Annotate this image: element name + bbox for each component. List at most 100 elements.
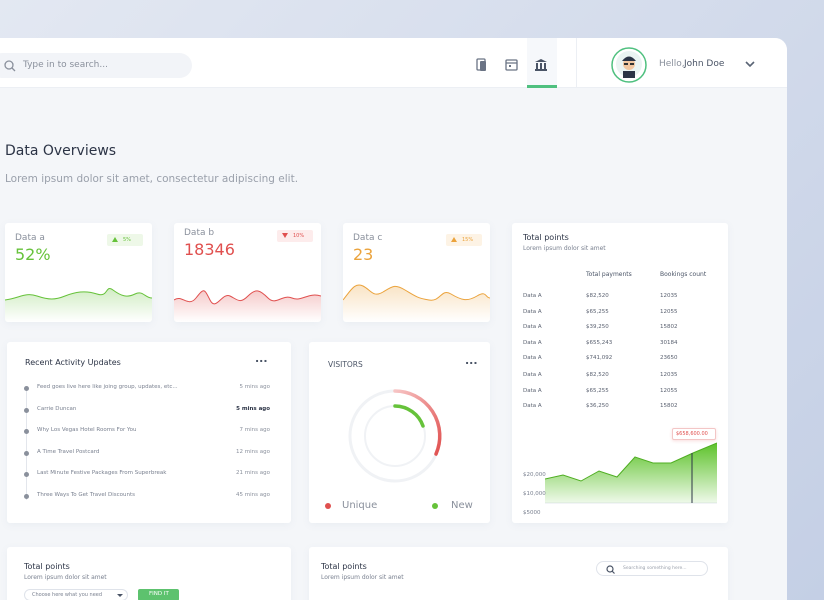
- search-box[interactable]: Searching something here...: [596, 561, 708, 576]
- stat-label: Data c: [353, 233, 383, 243]
- activity-text: Feed goes live here like joing group, up…: [37, 384, 178, 390]
- area-chart: [545, 442, 717, 504]
- card-subtitle: Lorem ipsum dolor sit amet: [321, 574, 404, 581]
- stat-card: Data b 18346 10%: [174, 223, 321, 322]
- table-cell: 12055: [660, 388, 678, 394]
- table-cell: 12035: [660, 372, 678, 378]
- table-cell: Data A: [523, 293, 542, 299]
- card-title: Recent Activity Updates: [25, 358, 121, 367]
- card-title: Total points: [523, 233, 569, 242]
- timeline-dot: [24, 386, 29, 391]
- visitors-card: VISITORS ... Unique New: [309, 342, 490, 523]
- legend-label: New: [451, 500, 473, 511]
- table-cell: Data A: [523, 403, 542, 409]
- table-cell: $82,520: [586, 372, 609, 378]
- y-axis-label: $10,000: [523, 490, 546, 497]
- change-value: 5%: [123, 237, 131, 243]
- activity-text: Why Los Vegas Hotel Rooms For You: [37, 427, 137, 433]
- select-text: Choose here what you need: [32, 592, 103, 598]
- timeline: [26, 388, 27, 500]
- search-icon: [4, 60, 16, 72]
- table-cell: 15802: [660, 324, 678, 330]
- divider: [576, 38, 577, 88]
- stat-card: Data c 23 15%: [343, 223, 490, 322]
- search-placeholder: Searching something here...: [623, 566, 687, 571]
- sparkline: [5, 288, 152, 322]
- activity-text: Last Minute Festive Packages From Superb…: [37, 470, 167, 476]
- table-cell: 15802: [660, 403, 678, 409]
- more-button[interactable]: ...: [255, 352, 268, 365]
- table-cell: Data A: [523, 324, 542, 330]
- total-points-card: Total points Lorem ipsum dolor sit amet …: [512, 223, 728, 523]
- table-cell: Data A: [523, 388, 542, 394]
- table-cell: 12035: [660, 293, 678, 299]
- table-cell: 30184: [660, 340, 678, 346]
- legend-label: Unique: [342, 500, 378, 511]
- select[interactable]: Choose here what you need: [24, 589, 128, 600]
- activity-time: 45 mins ago: [236, 491, 270, 498]
- column-header: Total payments: [586, 271, 632, 278]
- tooltip: $658,600.00: [672, 428, 716, 440]
- table-cell: $65,255: [586, 388, 609, 394]
- page-title: Data Overviews: [5, 143, 117, 159]
- find-button[interactable]: FIND IT: [138, 589, 179, 600]
- avatar[interactable]: [611, 47, 647, 83]
- y-axis-label: $20,000: [523, 472, 546, 478]
- total-points-card: Total points Lorem ipsum dolor sit amet …: [309, 547, 728, 600]
- timeline-dot: [24, 450, 29, 456]
- stat-value: 23: [353, 245, 374, 264]
- activity-time: 5 mins ago: [236, 405, 270, 412]
- sparkline: [174, 290, 321, 322]
- activity-time: 7 mins ago: [239, 427, 270, 433]
- card-title: Total points: [24, 562, 70, 571]
- search-box[interactable]: Type in to search...: [0, 53, 192, 78]
- card-title: Total points: [321, 562, 367, 571]
- timeline-dot: [24, 472, 29, 477]
- sparkline: [343, 284, 490, 322]
- button-label: FIND IT: [149, 591, 169, 597]
- table-cell: Data A: [523, 340, 542, 346]
- legend-dot: [325, 503, 331, 509]
- activity-text: Carrie Duncan: [37, 405, 77, 412]
- dropdown-chevron[interactable]: [744, 60, 756, 68]
- y-axis-label: $5000: [523, 509, 541, 516]
- table-cell: Data A: [523, 355, 542, 361]
- table-cell: $39,250: [586, 324, 609, 330]
- timeline-dot: [24, 429, 29, 434]
- activity-time: 5 mins ago: [239, 384, 270, 390]
- total-points-card: Total points Lorem ipsum dolor sit amet …: [7, 547, 291, 600]
- stat-value: 18346: [184, 240, 235, 259]
- change-badge: 10%: [277, 230, 313, 242]
- timeline-dot: [24, 407, 29, 413]
- activity-time: 12 mins ago: [236, 448, 270, 455]
- card-title: VISITORS: [328, 360, 363, 369]
- table-cell: $82,520: [586, 293, 609, 299]
- change-badge: 15%: [446, 234, 482, 246]
- stat-value: 52%: [15, 245, 51, 264]
- change-value: 10%: [293, 233, 305, 239]
- activity-text: Three Ways To Get Travel Discounts: [37, 491, 136, 498]
- table-cell: $655,243: [586, 340, 613, 346]
- change-value: 15%: [462, 237, 474, 243]
- tooltip-value: $658,600.00: [676, 431, 708, 437]
- stat-label: Data a: [15, 233, 45, 243]
- change-badge: 5%: [107, 234, 143, 246]
- table-cell: 23650: [660, 355, 678, 361]
- stat-card: Data a 52% 5%: [5, 223, 152, 322]
- activity-time: 21 mins ago: [236, 470, 270, 476]
- legend-dot: [432, 503, 438, 509]
- more-button[interactable]: ...: [465, 354, 478, 367]
- table-cell: Data A: [523, 309, 542, 315]
- page-subtitle: Lorem ipsum dolor sit amet, consectetur …: [5, 173, 299, 185]
- table-cell: $741,092: [586, 355, 613, 361]
- timeline-dot: [24, 493, 29, 499]
- greeting: Hello,: [659, 59, 685, 69]
- activity-card: Recent Activity Updates ... Feed goes li…: [7, 342, 291, 523]
- stat-label: Data b: [184, 228, 215, 238]
- activity-text: A Time Travel Postcard: [37, 448, 100, 455]
- donut-chart: [348, 389, 442, 483]
- user-name: John Doe: [684, 59, 725, 69]
- table-cell: $36,250: [586, 403, 609, 409]
- card-subtitle: Lorem ipsum dolor sit amet: [24, 574, 107, 581]
